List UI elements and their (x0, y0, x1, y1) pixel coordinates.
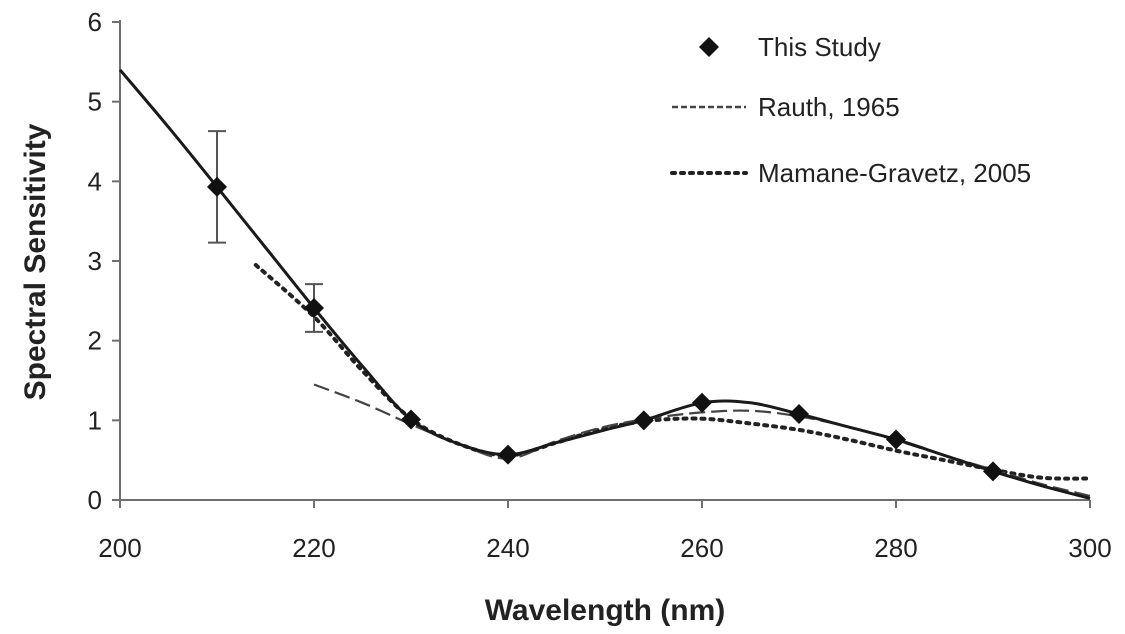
y-tick-label: 3 (88, 246, 102, 276)
axes-group: 0 1 2 3 4 5 6 200 220 240 260 280 300 (88, 7, 1112, 563)
legend-label: Rauth, 1965 (758, 92, 900, 122)
legend-label: This Study (758, 32, 881, 62)
legend-marker-this-study (699, 37, 719, 57)
series-line-this-study (118, 68, 1091, 500)
x-tick-label: 240 (486, 533, 529, 563)
x-tick-label: 200 (98, 533, 141, 563)
y-tick-label: 6 (88, 7, 102, 37)
data-point-marker (789, 403, 809, 424)
x-tick-label: 280 (874, 533, 917, 563)
data-point-marker (401, 409, 421, 430)
data-point-marker (983, 461, 1003, 482)
x-tick-label: 220 (292, 533, 335, 563)
legend-label: Mamane-Gravetz, 2005 (758, 158, 1031, 188)
y-tick-label: 5 (88, 87, 102, 117)
y-tick-label: 2 (88, 326, 102, 356)
data-point-marker (498, 444, 518, 465)
x-axis-title: Wavelength (nm) (485, 594, 726, 627)
data-point-marker (692, 392, 712, 413)
y-tick-label: 1 (88, 405, 102, 435)
series-line-mamane-gravetz-2005 (253, 263, 1092, 481)
data-point-marker (207, 176, 227, 197)
data-point-marker (304, 298, 324, 319)
data-point-marker (886, 429, 906, 450)
series-group (118, 68, 1092, 500)
y-tick-label: 0 (88, 485, 102, 515)
y-axis-title: Spectral Sensitivity (19, 123, 52, 400)
x-tick-label: 260 (680, 533, 723, 563)
legend: This Study Rauth, 1965 Mamane-Gravetz, 200… (670, 32, 1031, 188)
y-tick-label: 4 (88, 166, 102, 196)
data-point-marker (633, 410, 654, 431)
x-tick-label: 300 (1068, 533, 1111, 563)
